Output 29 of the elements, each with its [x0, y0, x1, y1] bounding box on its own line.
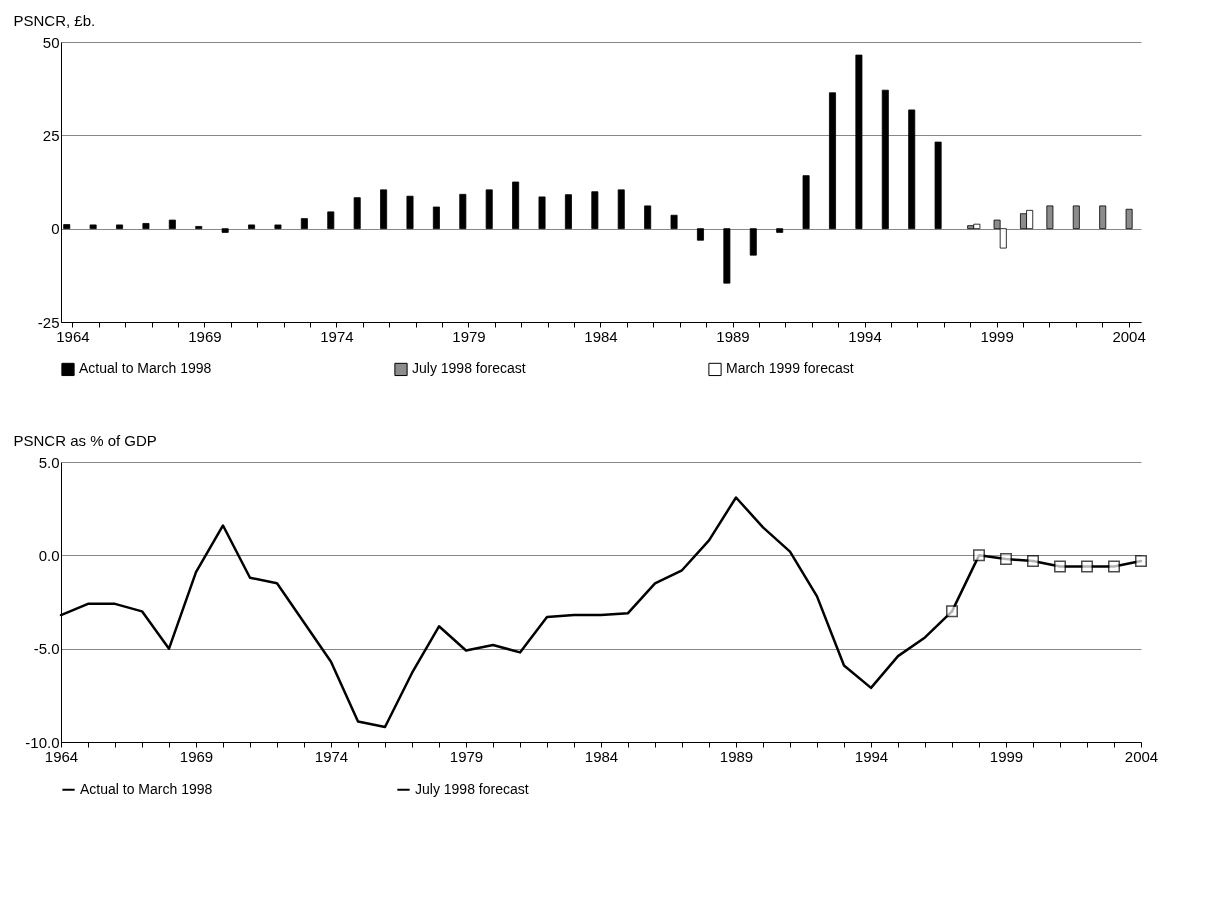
x-tick-label: 1989: [716, 327, 750, 345]
y-tick-label: 5.0: [38, 453, 60, 471]
y-tick-label: -5.0: [33, 640, 60, 658]
x-tick-label: 1984: [584, 327, 618, 345]
x-tick-label: 1999: [989, 747, 1024, 765]
y-tick-label: 0: [51, 220, 60, 238]
x-tick-label: 1984: [584, 747, 619, 765]
x-tick-label: 1994: [854, 747, 889, 765]
y-tick-label: 0.0: [38, 546, 60, 564]
x-tick-label: 1994: [848, 327, 882, 345]
y-tick-label: 50: [42, 33, 60, 51]
x-tick-label: 1969: [188, 327, 222, 345]
legend-label: July 1998 forecast: [412, 360, 526, 377]
x-tick-label: 2004: [1112, 327, 1146, 345]
legend-label: Actual to March 1998: [80, 780, 213, 797]
x-tick-label: 1999: [980, 327, 1014, 345]
y-axis-title: PSNCR as % of GDP: [13, 431, 157, 449]
legend-label: Actual to March 1998: [79, 360, 212, 377]
x-tick-label: 1989: [719, 747, 754, 765]
x-tick-label: 2004: [1124, 747, 1159, 765]
legend-label: July 1998 forecast: [415, 780, 529, 797]
y-tick-label: 25: [42, 126, 60, 144]
x-tick-label: 1969: [179, 747, 214, 765]
legend-label: March 1999 forecast: [726, 360, 854, 377]
x-tick-label: 1979: [452, 327, 486, 345]
x-tick-label: 1974: [320, 327, 354, 345]
y-axis-title: PSNCR, £b.: [13, 11, 96, 29]
x-tick-label: 1974: [314, 747, 349, 765]
x-tick-label: 1979: [449, 747, 484, 765]
